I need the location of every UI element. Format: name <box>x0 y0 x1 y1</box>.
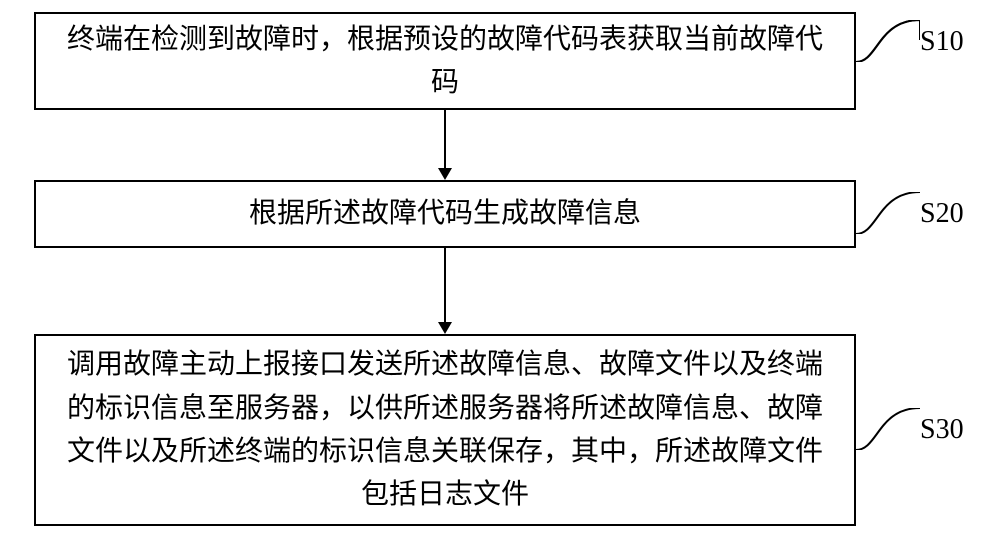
flow-node-s20: 根据所述故障代码生成故障信息 <box>34 180 856 248</box>
flow-node-s30: 调用故障主动上报接口发送所述故障信息、故障文件以及终端 的标识信息至服务器，以供… <box>34 334 856 526</box>
flow-node-s30-text: 调用故障主动上报接口发送所述故障信息、故障文件以及终端 的标识信息至服务器，以供… <box>67 343 823 517</box>
step-curve-s10 <box>856 20 920 62</box>
flow-node-s20-text: 根据所述故障代码生成故障信息 <box>249 192 641 235</box>
step-label-s20: S20 <box>920 198 964 230</box>
step-label-s30: S30 <box>920 414 964 446</box>
step-curve-s20 <box>856 192 920 234</box>
flowchart-canvas: { "chart": { "type": "flowchart", "backg… <box>0 0 1000 547</box>
arrow-s20-s30 <box>435 248 455 334</box>
flow-node-s10: 终端在检测到故障时，根据预设的故障代码表获取当前故障代 码 <box>34 12 856 110</box>
step-label-s10: S10 <box>920 26 964 58</box>
flow-node-s10-text: 终端在检测到故障时，根据预设的故障代码表获取当前故障代 码 <box>67 18 823 105</box>
arrow-s10-s20 <box>435 110 455 180</box>
step-curve-s30 <box>856 408 920 450</box>
